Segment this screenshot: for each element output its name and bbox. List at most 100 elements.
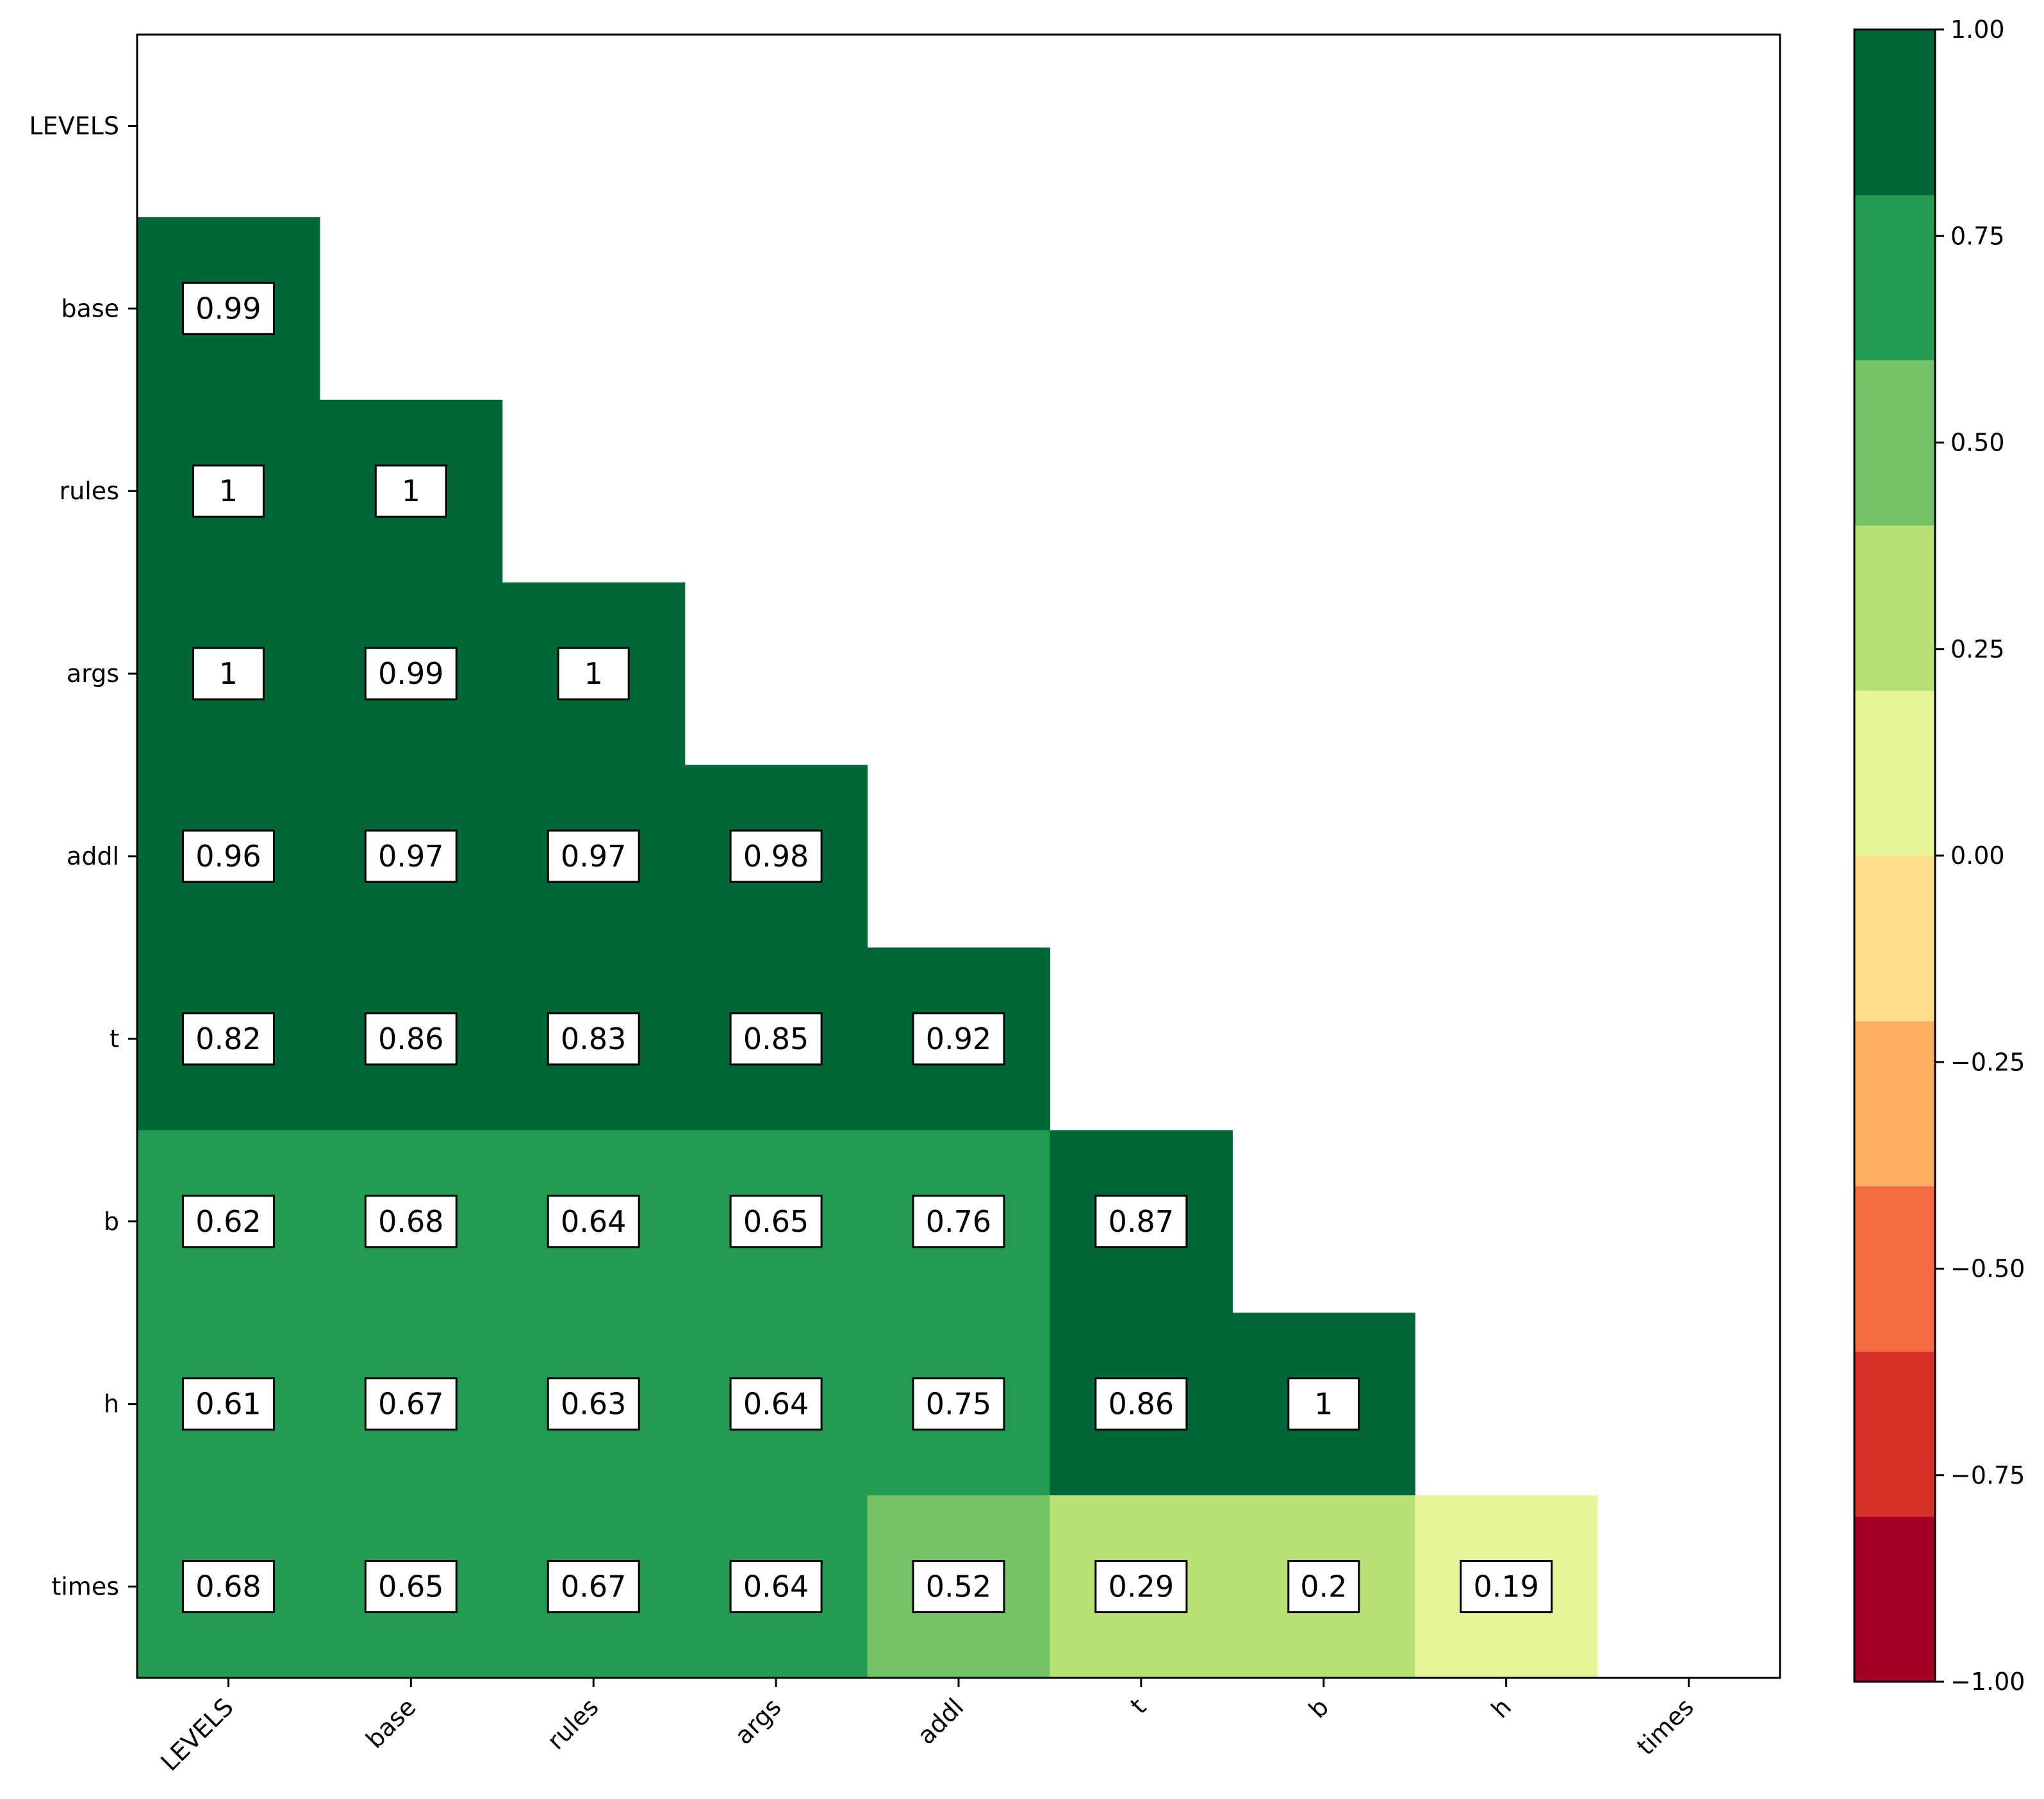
x-tick-label-args: args [729,1693,786,1750]
colorbar-segment [1854,1020,1935,1187]
cell-label-box [1094,1560,1188,1614]
cell-label-box [364,1012,457,1066]
cell-value-label: 0.65 [378,1570,443,1604]
cell-label-box [181,1377,275,1431]
cell-value-labels: 0.99 1 1 1 0.99 1 0.96 0.97 0.97 0.98 0.82 0.86 0.83… [181,281,1553,1614]
x-tick-label-rules: rules [541,1693,604,1755]
cell-label-box [912,1195,1005,1248]
cell-value-label: 1 [1314,1387,1333,1422]
cell-value-label: 0.64 [743,1387,809,1422]
x-tick-label-addl: addl [912,1693,969,1750]
cell-label-box [547,1012,640,1066]
cell-value-label: 1 [219,474,238,508]
cell-value-label: 0.86 [378,1022,443,1056]
cell-value-label: 0.52 [926,1570,991,1604]
cell-label-box [181,829,275,883]
cell-value-label: 0.68 [195,1570,261,1604]
colorbar-tick-label: −0.25 [1950,1048,2025,1076]
colorbar-tick-label: 0.25 [1950,635,2005,663]
x-tick-label-base: base [361,1693,422,1753]
y-axis: LEVELS base rules args addl t b h times [29,112,137,1601]
cell-value-label: 0.96 [195,839,261,874]
cell-label-box [547,829,640,883]
cell-label-box [364,1560,457,1614]
cell-label-box [547,1377,640,1431]
y-tick-label-times: times [51,1573,119,1601]
colorbar-segment [1854,690,1935,856]
cell-label-box [364,829,457,883]
colorbar-tick-label: −1.00 [1950,1668,2025,1696]
cell-value-label: 0.29 [1109,1570,1174,1604]
colorbar-tick-label: 0.00 [1950,841,2005,870]
cell-value-label: 0.68 [378,1204,443,1239]
cell-label-box [374,464,447,518]
cell-value-label: 0.75 [926,1387,991,1422]
y-tick-label-rules: rules [60,477,119,505]
colorbar-tick-label: −0.75 [1950,1461,2025,1489]
cell-label-box [1287,1560,1360,1614]
cell-label-box [181,1560,275,1614]
cell-label-box [1460,1560,1553,1614]
colorbar-segment [1854,1516,1935,1682]
cell-value-label: 0.92 [926,1022,991,1056]
cell-label-box [912,1560,1005,1614]
x-tick-label-LEVELS: LEVELS [155,1693,238,1776]
cell-label-box [1094,1195,1188,1248]
cell-value-label: 1 [219,656,238,691]
cell-value-label: 0.64 [743,1570,809,1604]
cell-value-label: 0.97 [378,839,443,874]
y-tick-label-h: h [104,1390,119,1418]
y-tick-label-t: t [110,1025,119,1053]
colorbar: −1.00 −0.75 −0.50 −0.25 0.00 0.25 0.50 0.75 1.00 [1853,15,2025,1696]
x-tick-label-b: b [1303,1693,1334,1723]
x-tick-label-h: h [1486,1693,1517,1723]
colorbar-segment [1854,1351,1935,1517]
y-tick-label-args: args [67,659,119,688]
x-axis: LEVELS base rules args addl t b h times [155,1678,1699,1777]
cell-label-box [729,1560,823,1614]
cell-label-box [729,1012,823,1066]
cell-label-box [364,1195,457,1248]
cell-label-box [912,1377,1005,1431]
y-tick-label-LEVELS: LEVELS [29,112,119,140]
cell-label-box [547,1560,640,1614]
cell-label-box [557,647,630,701]
cell-value-label: 0.82 [195,1022,261,1056]
cell-value-label: 0.99 [195,291,261,326]
x-tick-label-t: t [1125,1693,1152,1720]
heatmap-cells [137,217,1598,1679]
cell-value-label: 0.63 [561,1387,626,1422]
cell-value-label: 0.61 [195,1387,261,1422]
cell-value-label: 0.65 [743,1204,809,1239]
colorbar-tick-label: 1.00 [1950,15,2005,44]
colorbar-tick-label: 0.50 [1950,429,2005,457]
cell-label-box [729,829,823,883]
cell-label-box [1094,1377,1188,1431]
cell-value-label: 0.2 [1300,1570,1347,1604]
cell-label-box [181,1195,275,1248]
cell-value-label: 0.67 [561,1570,626,1604]
cell-value-label: 0.64 [561,1204,626,1239]
cell-value-label: 1 [402,474,420,508]
colorbar-segment [1854,856,1935,1022]
colorbar-segment [1854,194,1935,361]
cell-value-label: 0.62 [195,1204,261,1239]
cell-label-box [192,647,265,701]
cell-value-label: 0.85 [743,1022,809,1056]
colorbar-segment [1854,1186,1935,1352]
cell-label-box [192,464,265,518]
cell-value-label: 0.87 [1109,1204,1174,1239]
cell-value-label: 0.83 [561,1022,626,1056]
colorbar-segment [1854,360,1935,526]
colorbar-segment [1854,525,1935,691]
cell-label-box [547,1195,640,1248]
cell-value-label: 1 [584,656,603,691]
cell-label-box [364,1377,457,1431]
cell-value-label: 0.19 [1473,1570,1538,1604]
cell-label-box [1287,1377,1360,1431]
colorbar-tick-label: −0.50 [1950,1255,2025,1283]
cell-value-label: 0.76 [926,1204,991,1239]
cell-label-box [364,647,457,701]
